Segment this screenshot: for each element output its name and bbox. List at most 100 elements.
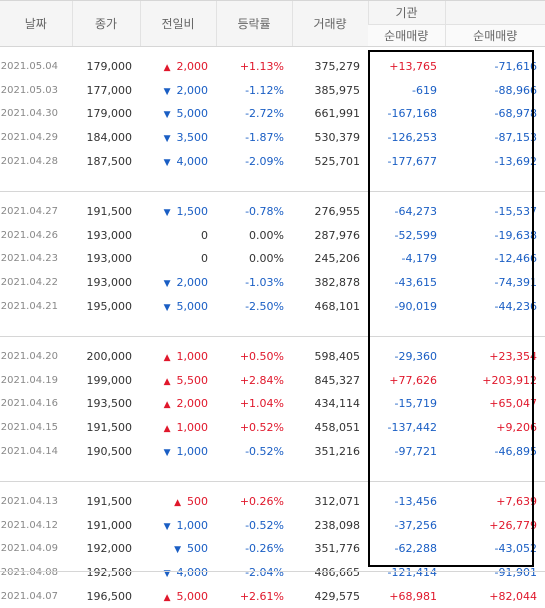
cell-close: 193,000 — [86, 228, 133, 242]
header-rate: 등락률 — [215, 0, 292, 47]
cell-volume: 486,665 — [314, 565, 361, 579]
cell-diff-value: 1,000 — [176, 350, 209, 364]
triangle-up-icon: ▲ — [174, 498, 181, 509]
table-row: 2021.04.27 191,500 ▼ 1,500 -0.78% 276,955 -64,… — [0, 200, 545, 224]
cell-rate: +2.61% — [239, 589, 284, 603]
cell-date: 2021.04.26 — [0, 229, 58, 241]
table-row: 2021.04.07 196,500 ▲ 5,000 +2.61% 429,575 +68,… — [0, 584, 545, 608]
cell-diff-value: 1,500 — [176, 205, 209, 219]
table-row: 2021.04.29 184,000 ▼ 3,500 -1.87% 530,379 -126… — [0, 126, 545, 150]
cell-date: 2021.05.03 — [0, 84, 58, 96]
cell-foreign-net: +26,779 — [489, 518, 537, 532]
cell-institution-net: +13,765 — [389, 60, 437, 74]
cell-rate: 0.00% — [249, 252, 284, 266]
table-row: 2021.04.08 192,500 ▼ 4,000 -2.04% 486,665 -121… — [0, 561, 545, 585]
table-row: 2021.04.12 191,000 ▼ 1,000 -0.52% 238,098 -37,… — [0, 514, 545, 538]
cell-rate: -2.09% — [245, 154, 284, 168]
cell-close: 195,000 — [86, 299, 133, 313]
table-row: 2021.04.28 187,500 ▼ 4,000 -2.09% 525,701 -177… — [0, 149, 545, 173]
cell-date: 2021.04.30 — [0, 108, 58, 120]
table-row: 2021.04.20 200,000 ▲ 1,000 +0.50% 598,405 -29,… — [0, 345, 545, 369]
cell-close: 190,500 — [86, 444, 133, 458]
cell-diff-value: 2,000 — [176, 276, 209, 290]
cell-rate: -1.12% — [245, 83, 284, 97]
triangle-up-icon: ▲ — [163, 376, 171, 387]
triangle-down-icon: ▼ — [163, 208, 171, 219]
cell-rate: -2.72% — [245, 107, 284, 121]
cell-rate: +0.26% — [239, 495, 284, 509]
cell-foreign-net: -71,616 — [494, 60, 537, 74]
cell-diff: ▼ 5,000 — [140, 294, 216, 318]
header-volume: 거래량 — [291, 0, 368, 47]
cell-diff-value: 2,000 — [176, 83, 209, 97]
cell-diff: ▼ 3,500 — [140, 126, 216, 150]
cell-diff-value: 1,000 — [176, 518, 209, 532]
cell-institution-net: +68,981 — [389, 589, 437, 603]
cell-diff-value: 5,000 — [176, 107, 209, 121]
cell-date: 2021.04.29 — [0, 132, 58, 144]
cell-close: 177,000 — [86, 83, 133, 97]
table-row: 2021.05.04 179,000 ▲ 2,000 +1.13% 375,279 +13,… — [0, 55, 545, 79]
table-row: 2021.05.03 177,000 ▼ 2,000 -1.12% 385,975 -619… — [0, 79, 545, 103]
cell-diff-value: 2,000 — [176, 60, 209, 74]
cell-foreign-net: +82,044 — [489, 589, 537, 603]
triangle-down-icon: ▼ — [163, 521, 171, 532]
cell-date: 2021.04.12 — [0, 519, 58, 531]
cell-rate: +1.04% — [239, 397, 284, 411]
cell-close: 191,500 — [86, 495, 133, 509]
triangle-down-icon: ▼ — [174, 545, 181, 556]
header-foreign-group — [444, 0, 545, 25]
cell-rate: +0.50% — [239, 350, 284, 364]
cell-close: 184,000 — [86, 131, 133, 145]
triangle-down-icon: ▼ — [163, 302, 171, 313]
triangle-up-icon: ▲ — [163, 63, 171, 74]
cell-date: 2021.04.19 — [0, 374, 58, 386]
cell-volume: 351,216 — [314, 444, 361, 458]
cell-diff: ▲ 2,000 — [140, 55, 216, 79]
cell-volume: 276,955 — [314, 205, 361, 219]
cell-foreign-net: +203,912 — [482, 373, 537, 387]
cell-institution-net: -619 — [412, 83, 437, 97]
table-row: 2021.04.09 192,000 ▼ 500 -0.26% 351,776 -62,28… — [0, 537, 545, 561]
cell-rate: -0.26% — [245, 542, 284, 556]
cell-date: 2021.04.07 — [0, 590, 58, 602]
cell-diff-value: 5,500 — [176, 373, 209, 387]
cell-institution-net: -137,442 — [387, 421, 437, 435]
cell-close: 200,000 — [86, 350, 133, 364]
cell-diff-value: 1,000 — [176, 444, 209, 458]
cell-diff: ▲ 5,500 — [140, 369, 216, 393]
cell-rate: -1.87% — [245, 131, 284, 145]
table-row: 2021.04.21 195,000 ▼ 5,000 -2.50% 468,101 -90,… — [0, 294, 545, 318]
cell-date: 2021.04.28 — [0, 155, 58, 167]
cell-date: 2021.04.16 — [0, 398, 58, 410]
header-date: 날짜 — [0, 0, 72, 47]
table-row: 2021.04.22 193,000 ▼ 2,000 -1.03% 382,878 -43,… — [0, 271, 545, 295]
cell-institution-net: +77,626 — [389, 373, 437, 387]
cell-foreign-net: -44,236 — [494, 299, 537, 313]
cell-volume: 845,327 — [314, 373, 361, 387]
cell-volume: 525,701 — [314, 154, 361, 168]
cell-rate: -2.04% — [245, 565, 284, 579]
cell-rate: -2.50% — [245, 299, 284, 313]
cell-foreign-net: +23,354 — [489, 350, 537, 364]
triangle-down-icon: ▼ — [163, 134, 171, 145]
cell-institution-net: -43,615 — [394, 276, 437, 290]
header-close: 종가 — [71, 0, 140, 47]
triangle-down-icon: ▼ — [163, 568, 171, 579]
cell-rate: -0.78% — [245, 205, 284, 219]
cell-diff: ▲ 1,000 — [140, 345, 216, 369]
cell-diff: ▼ 4,000 — [140, 149, 216, 173]
cell-date: 2021.04.20 — [0, 351, 58, 363]
cell-volume: 530,379 — [314, 131, 361, 145]
cell-foreign-net: -15,537 — [494, 205, 537, 219]
cell-diff-value: 500 — [187, 495, 208, 509]
cell-foreign-net: -68,978 — [494, 107, 537, 121]
cell-institution-net: -4,179 — [401, 252, 437, 266]
cell-institution-net: -15,719 — [394, 397, 437, 411]
cell-foreign-net: -12,466 — [494, 252, 537, 266]
cell-foreign-net: -87,153 — [494, 131, 537, 145]
cell-rate: +1.13% — [239, 60, 284, 74]
cell-institution-net: -29,360 — [394, 350, 437, 364]
cell-volume: 351,776 — [314, 542, 361, 556]
cell-foreign-net: -74,391 — [494, 276, 537, 290]
